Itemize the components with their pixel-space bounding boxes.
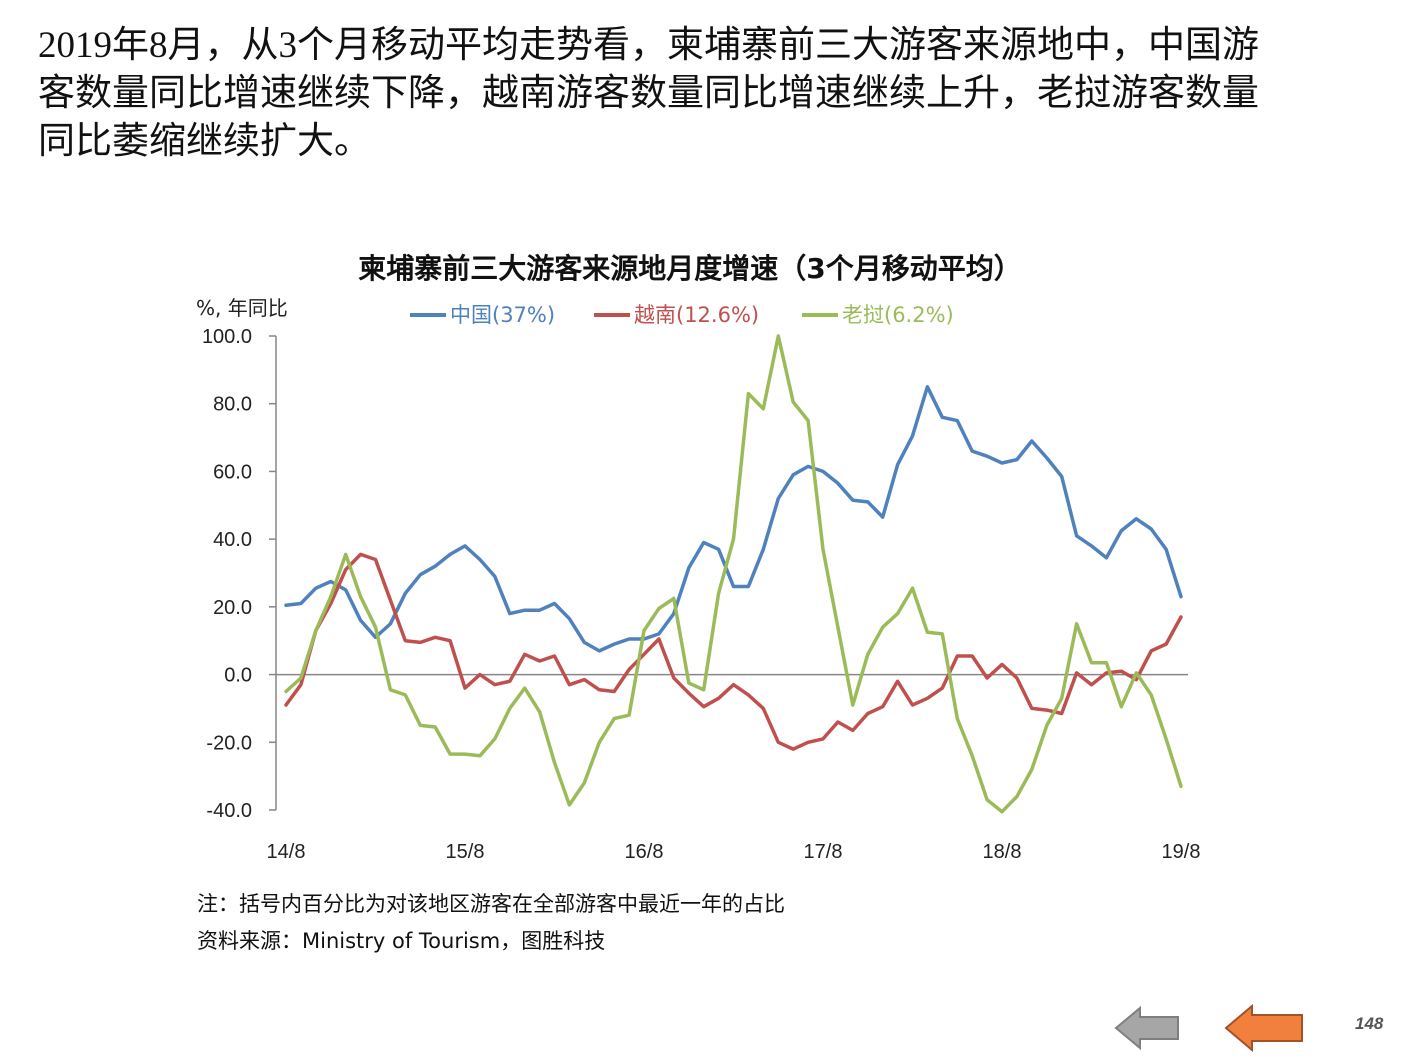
x-tick-label: 18/8: [983, 841, 1022, 863]
y-tick-label: -20.0: [206, 732, 252, 754]
intro-line-3: 同比萎缩继续扩大。: [38, 121, 371, 162]
series-line-3: [284, 334, 1183, 814]
x-tick-label: 17/8: [804, 841, 843, 863]
chart-title: 柬埔寨前三大游客来源地月度增速（3个月移动平均）: [358, 252, 1022, 285]
chart-legend: 中国(37%) 越南(12.6%) 老挝(6.2%): [410, 303, 954, 327]
previous-page-button[interactable]: [1222, 1002, 1308, 1063]
chart-series-lines: [284, 334, 1183, 814]
series-line-2: [284, 552, 1183, 751]
line-chart: 柬埔寨前三大游客来源地月度增速（3个月移动平均） %, 年同比 中国(37%) 越…: [196, 252, 1201, 863]
series-line-1: [284, 385, 1183, 653]
y-axis-unit-label: %, 年同比: [196, 296, 288, 320]
arrow-left-orange-icon: [1224, 1003, 1303, 1053]
x-tick-label: 15/8: [446, 841, 485, 863]
page-number: 148: [1355, 1014, 1384, 1033]
intro-line-2: 客数量同比增速继续下降，越南游客数量同比增速继续上升，老挝游客数量: [38, 73, 1259, 114]
legend-label-2: 越南(12.6%): [634, 303, 759, 327]
footnote: 注：括号内百分比为对该地区游客在全部游客中最近一年的占比: [197, 892, 785, 916]
x-tick-label: 14/8: [267, 841, 306, 863]
source-note: 资料来源：Ministry of Tourism，图胜科技: [197, 929, 606, 953]
y-tick-label: 100.0: [202, 326, 252, 348]
y-tick-label: 60.0: [213, 461, 252, 483]
y-tick-label: 20.0: [213, 597, 252, 619]
legend-label-1: 中国(37%): [450, 303, 555, 327]
x-tick-label: 16/8: [625, 841, 664, 863]
arrow-left-gray-icon: [1114, 1005, 1179, 1051]
y-tick-label: 80.0: [213, 394, 252, 416]
y-tick-label: 0.0: [224, 665, 252, 687]
chart-axes: 100.0 80.0 60.0 40.0 20.0 0.0 -20.0 -40.0 14/8 15…: [202, 326, 1201, 863]
intro-paragraph: 2019年8月，从3个月移动平均走势看，柬埔寨前三大游客来源地中，中国游 客数量…: [38, 22, 1388, 166]
intro-line-1: 2019年8月，从3个月移动平均走势看，柬埔寨前三大游客来源地中，中国游: [38, 25, 1259, 66]
legend-label-3: 老挝(6.2%): [842, 303, 954, 327]
x-tick-label: 19/8: [1162, 841, 1201, 863]
y-tick-label: 40.0: [213, 529, 252, 551]
back-arrow-button[interactable]: [1112, 1004, 1184, 1061]
y-tick-label: -40.0: [206, 800, 252, 822]
